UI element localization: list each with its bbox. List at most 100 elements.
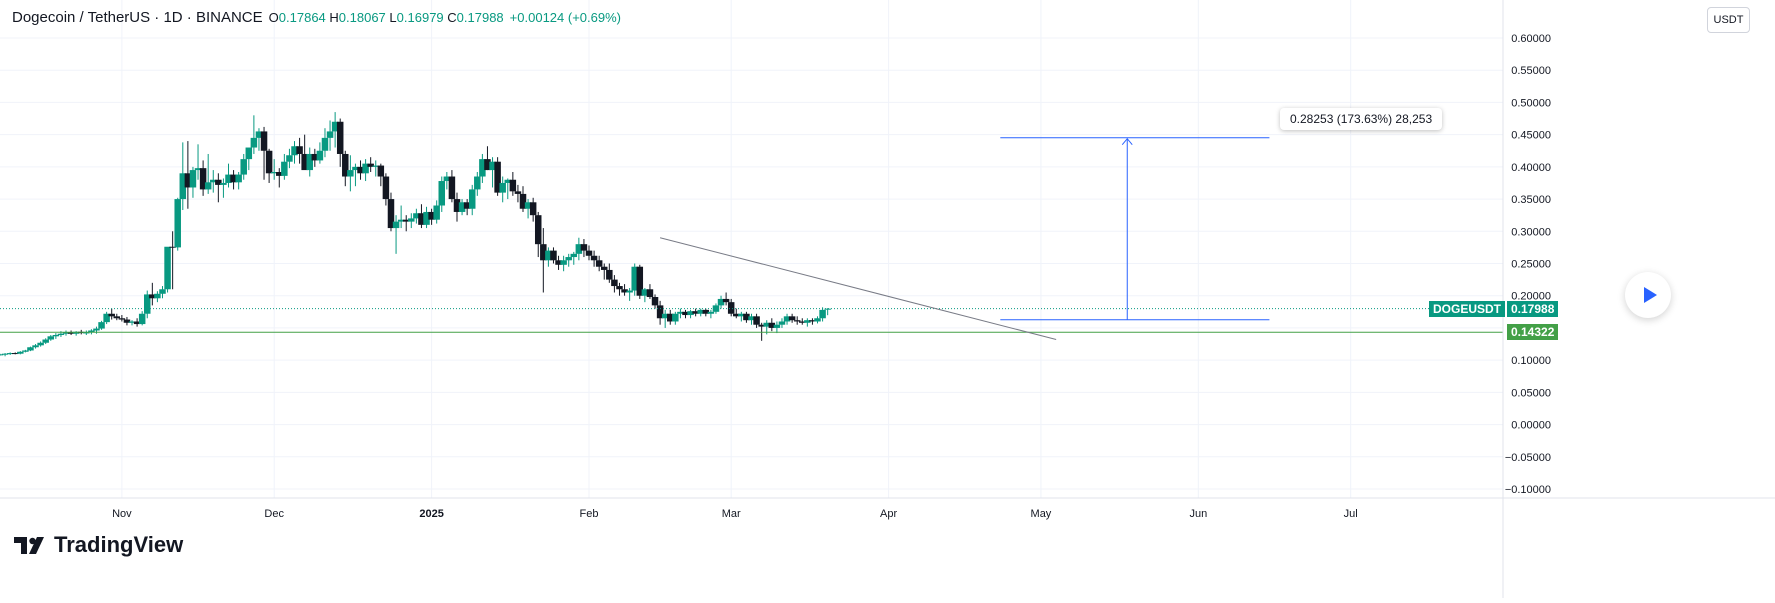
y-tick-label: 0.00000 [1511,420,1551,432]
candle-body [133,321,141,325]
candle-body [611,279,618,287]
candle-body [93,328,100,331]
candle-body [184,173,192,188]
y-tick-label: 0.20000 [1511,291,1551,303]
candle-body [245,147,253,160]
y-tick-label: 0.30000 [1511,226,1551,238]
candle-body [281,161,288,176]
last-price-label: 0.17988 [1507,300,1559,317]
candle-body [626,290,633,293]
measure-label[interactable]: 0.28253 (173.63%) 28,253 [1280,107,1443,130]
candle-body [291,146,298,156]
candle-body [570,253,578,258]
candle-body [169,246,176,248]
candle-body [707,311,715,314]
candle-body [62,332,70,334]
candle-body [230,174,237,183]
candle-body [661,313,669,319]
candle-body [67,332,75,334]
candle-body [727,302,735,314]
candle-body [210,179,217,183]
candle-body [560,260,567,265]
candle-body [540,244,547,261]
horizontal-line-price-label: 0.14322 [1507,324,1559,341]
candle-body [509,179,517,192]
candle-body [631,266,638,291]
x-tick-label: May [1031,508,1052,520]
ohlc-values: O0.17864 H0.18067 L0.16979 C0.17988 [268,10,504,25]
y-tick-label: 0.25000 [1511,259,1551,271]
candle-body [768,322,776,328]
candle-body [682,311,689,316]
candle-body [316,150,324,161]
candle-body [260,131,268,151]
candle-body [418,213,425,225]
candle-body [52,335,60,337]
candle-body [519,193,527,209]
close-value: 0.17988 [456,10,504,25]
candle-body [687,311,694,316]
candle-body [311,153,319,161]
candle-body [17,351,24,354]
candle-body [773,324,781,328]
candle-body [128,321,136,323]
candle-body [37,342,44,346]
candle-body [270,172,278,174]
candle-body [154,293,161,299]
candle-body [809,320,816,322]
candle-body [534,215,542,245]
candle-body [783,316,791,322]
candle-body [108,313,115,317]
candle-body [722,298,730,303]
tradingview-logo[interactable]: TradingView [14,532,183,558]
candle-body [712,305,720,312]
candle-body [47,336,55,340]
candle-body [600,266,608,270]
candle-body [286,155,293,162]
overlay-layer [0,137,1503,341]
candle-body [32,345,39,348]
candle-body [717,298,725,306]
candle-body [387,199,395,229]
y-tick-label: 0.50000 [1511,97,1551,109]
candle-body [590,255,598,261]
candle-body [499,182,506,193]
candle-body [199,168,207,190]
candle-body [255,131,263,138]
candle-body [225,174,232,183]
y-tick-label: 0.35000 [1511,194,1551,206]
y-tick-label: 0.60000 [1511,33,1551,45]
candle-body [215,179,222,185]
candle-body [479,159,486,177]
symbol-title[interactable]: Dogecoin / TetherUS · 1D · BINANCE [12,9,263,26]
candle-body [616,286,623,290]
candle-body [585,250,593,256]
candle-body [113,316,121,319]
candle-body [677,311,684,314]
candle-body [636,266,644,296]
candle-body [565,257,572,261]
candle-body [738,313,745,317]
candle-body [438,181,446,206]
symbol-legend: Dogecoin / TetherUS · 1D · BINANCE O0.17… [12,9,621,26]
candle-body [733,313,740,317]
brand-name: TradingView [54,532,184,557]
candle-body [504,179,512,183]
candle-body [468,189,476,209]
candle-body [27,347,34,351]
candle-body [301,153,308,171]
candle-body [702,309,710,314]
candle-body [753,316,760,325]
candle-body [149,294,156,299]
replay-play-button[interactable] [1625,272,1671,318]
candle-body [458,202,466,212]
high-value: 0.18067 [338,10,386,25]
currency-button[interactable]: USDT [1707,7,1750,33]
candle-body [123,319,131,323]
candle-body [11,353,19,355]
candle-body [118,318,126,320]
candle-body [189,170,197,188]
open-value: 0.17864 [278,10,326,25]
